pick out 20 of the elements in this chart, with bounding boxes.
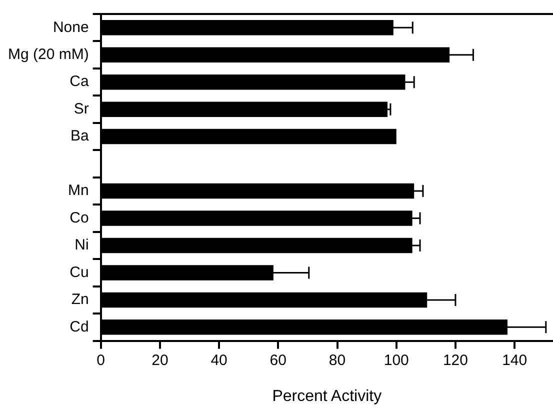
y-tick-label: Sr (74, 100, 89, 118)
x-axis-title: Percent Activity (272, 388, 382, 405)
x-tick-label: 60 (270, 352, 286, 369)
y-tick-label: Ba (70, 128, 90, 145)
x-tick-label: 100 (384, 352, 409, 369)
y-tick-label: None (52, 18, 89, 36)
y-tick-label: Mg (20 mM) (8, 46, 89, 63)
y-tick-label: Ni (74, 236, 89, 254)
x-tick-label: 20 (152, 352, 168, 369)
x-tick-label: 0 (96, 352, 106, 369)
y-tick-label: Zn (71, 291, 89, 308)
y-tick-label: Co (70, 209, 89, 226)
y-tick-label: Mn (68, 182, 89, 200)
y-tick-label: Ca (70, 73, 90, 90)
y-tick-label: Cd (70, 318, 89, 336)
x-tick-label: 120 (442, 352, 468, 369)
x-tick-label: 140 (502, 352, 528, 369)
x-tick-label: 80 (328, 352, 346, 369)
y-tick-label: Cu (70, 264, 89, 281)
x-tick-label: 40 (210, 352, 228, 369)
